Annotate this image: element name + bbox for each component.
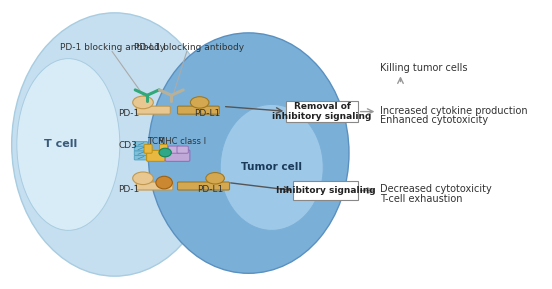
Text: TCR: TCR bbox=[147, 137, 164, 146]
Text: Increased cytokine production: Increased cytokine production bbox=[380, 106, 528, 116]
FancyBboxPatch shape bbox=[136, 106, 171, 114]
Ellipse shape bbox=[190, 97, 209, 108]
Text: T cell: T cell bbox=[44, 140, 77, 149]
Text: Inhibitory signaling: Inhibitory signaling bbox=[276, 186, 375, 195]
Text: T-cell exhaustion: T-cell exhaustion bbox=[380, 194, 463, 204]
FancyBboxPatch shape bbox=[147, 151, 165, 161]
FancyBboxPatch shape bbox=[134, 146, 147, 151]
Text: PD-L1 blocking antibody: PD-L1 blocking antibody bbox=[134, 43, 245, 52]
Ellipse shape bbox=[148, 33, 349, 273]
FancyBboxPatch shape bbox=[160, 144, 168, 153]
Text: PD-1: PD-1 bbox=[119, 185, 140, 194]
FancyBboxPatch shape bbox=[165, 150, 190, 161]
Text: Killing tumor cells: Killing tumor cells bbox=[380, 63, 468, 73]
Text: PD-L1: PD-L1 bbox=[194, 109, 220, 118]
Ellipse shape bbox=[12, 13, 217, 276]
Text: Removal of
inhibitory signaling: Removal of inhibitory signaling bbox=[272, 102, 371, 121]
FancyBboxPatch shape bbox=[178, 182, 230, 190]
Ellipse shape bbox=[132, 96, 153, 109]
FancyBboxPatch shape bbox=[136, 182, 173, 190]
FancyBboxPatch shape bbox=[177, 146, 188, 153]
Ellipse shape bbox=[220, 104, 323, 230]
Text: Decreased cytotoxicity: Decreased cytotoxicity bbox=[380, 184, 492, 194]
FancyBboxPatch shape bbox=[178, 106, 219, 114]
Ellipse shape bbox=[159, 148, 171, 157]
FancyBboxPatch shape bbox=[134, 155, 147, 160]
Text: MHC class I: MHC class I bbox=[157, 137, 206, 146]
Text: Tumor cell: Tumor cell bbox=[241, 162, 302, 173]
Text: PD-1: PD-1 bbox=[119, 109, 140, 118]
Ellipse shape bbox=[17, 59, 120, 230]
FancyBboxPatch shape bbox=[144, 144, 152, 153]
FancyBboxPatch shape bbox=[285, 101, 358, 122]
Ellipse shape bbox=[206, 173, 224, 184]
Ellipse shape bbox=[156, 176, 172, 189]
Text: CD3: CD3 bbox=[118, 141, 137, 151]
FancyBboxPatch shape bbox=[293, 181, 358, 200]
Text: PD-L1: PD-L1 bbox=[197, 185, 223, 194]
Text: PD-1 blocking antibody: PD-1 blocking antibody bbox=[60, 43, 164, 52]
Text: Enhanced cytotoxicity: Enhanced cytotoxicity bbox=[380, 115, 488, 125]
FancyBboxPatch shape bbox=[134, 151, 147, 155]
FancyBboxPatch shape bbox=[168, 146, 179, 153]
FancyBboxPatch shape bbox=[134, 142, 147, 146]
Ellipse shape bbox=[132, 172, 153, 185]
